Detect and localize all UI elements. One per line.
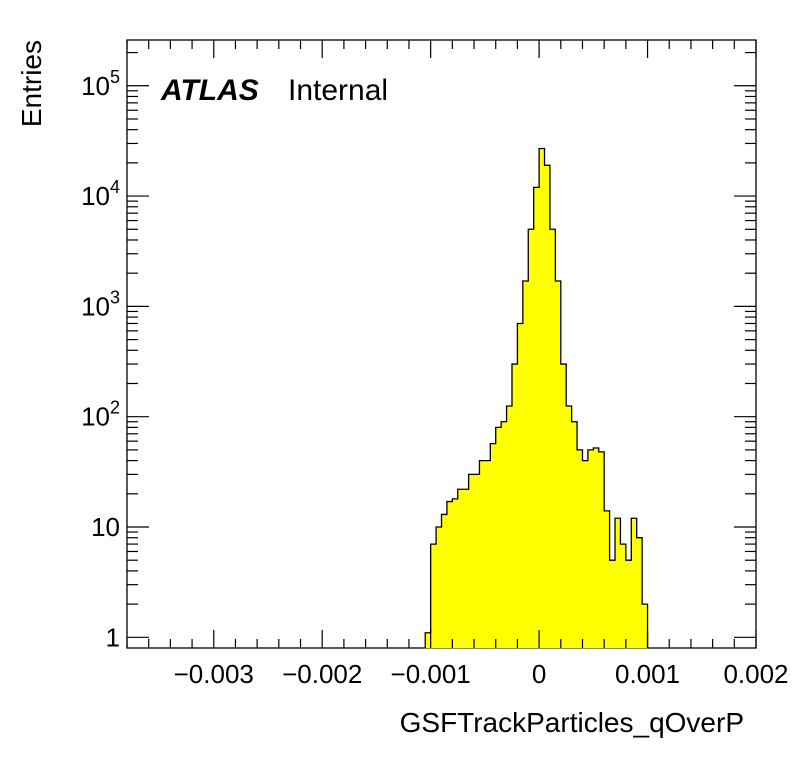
atlas-suffix: Internal xyxy=(288,74,388,107)
histogram-bar xyxy=(549,229,556,649)
histogram-bar xyxy=(522,280,529,649)
x-tick-label: 0.002 xyxy=(723,659,788,689)
atlas-label: ATLAS xyxy=(160,74,259,107)
x-tick-labels: −0.003 −0.002 −0.001 0 0.001 0.002 xyxy=(174,659,789,689)
histogram-bar xyxy=(544,165,551,649)
x-tick-label: −0.003 xyxy=(174,659,254,689)
histogram-bar xyxy=(614,518,621,649)
histogram-bar xyxy=(571,421,578,649)
histogram-bar xyxy=(517,323,524,649)
histogram-bar xyxy=(576,449,583,649)
histogram-bar xyxy=(479,460,486,649)
histogram-bar xyxy=(593,447,599,649)
histogram-bar xyxy=(446,501,453,649)
histogram-bar xyxy=(495,427,502,649)
y-tick-label: 102 xyxy=(81,398,120,432)
x-tick-label: −0.002 xyxy=(282,659,362,689)
histogram-bar xyxy=(490,443,496,649)
histogram-outline xyxy=(424,147,649,648)
histogram-bar xyxy=(603,510,610,649)
x-axis-title: GSFTrackParticles_qOverP xyxy=(400,707,744,738)
histogram-bar xyxy=(452,498,458,649)
y-tick-label: 104 xyxy=(81,177,120,211)
histogram-bar xyxy=(462,489,469,649)
y-tick-label: 10 xyxy=(91,512,120,542)
histogram-bar xyxy=(511,363,518,649)
histogram-bar xyxy=(636,537,643,649)
histogram-bar xyxy=(500,421,507,649)
y-tick-labels: 1 10 102 103 104 105 xyxy=(81,67,120,653)
x-tick-label: 0 xyxy=(532,659,546,689)
histogram-bar xyxy=(609,560,616,649)
histogram-bar xyxy=(528,229,534,649)
histogram-bar xyxy=(641,603,648,649)
histogram-bar xyxy=(598,451,605,649)
histogram-bar xyxy=(506,405,513,649)
histogram-bar xyxy=(587,449,594,649)
histogram-bar xyxy=(435,526,442,649)
y-axis-title: Entries xyxy=(16,40,47,127)
y-tick-label: 105 xyxy=(81,67,120,101)
y-tick-label: 103 xyxy=(81,287,120,321)
histogram-bar xyxy=(430,543,437,649)
histogram-bar xyxy=(473,474,480,649)
histogram-bar xyxy=(484,460,491,649)
histogram-bar xyxy=(425,632,431,649)
histogram-bar xyxy=(625,560,632,649)
histogram-bar xyxy=(533,187,540,649)
x-tick-label: 0.001 xyxy=(615,659,680,689)
histogram-bar xyxy=(620,543,627,649)
histogram-bar xyxy=(538,148,545,649)
axis-ticks xyxy=(126,40,757,648)
histogram-bar xyxy=(555,280,561,649)
histogram-bar xyxy=(457,489,464,649)
histogram-bar xyxy=(560,363,567,649)
histogram-bars xyxy=(425,148,648,649)
histogram-bar xyxy=(468,474,475,649)
histogram-bar xyxy=(441,514,448,649)
y-tick-label: 1 xyxy=(106,622,120,652)
histogram-bar xyxy=(631,518,637,649)
histogram-bar xyxy=(566,405,572,649)
histogram-bar xyxy=(582,460,589,649)
x-tick-label: −0.001 xyxy=(391,659,471,689)
